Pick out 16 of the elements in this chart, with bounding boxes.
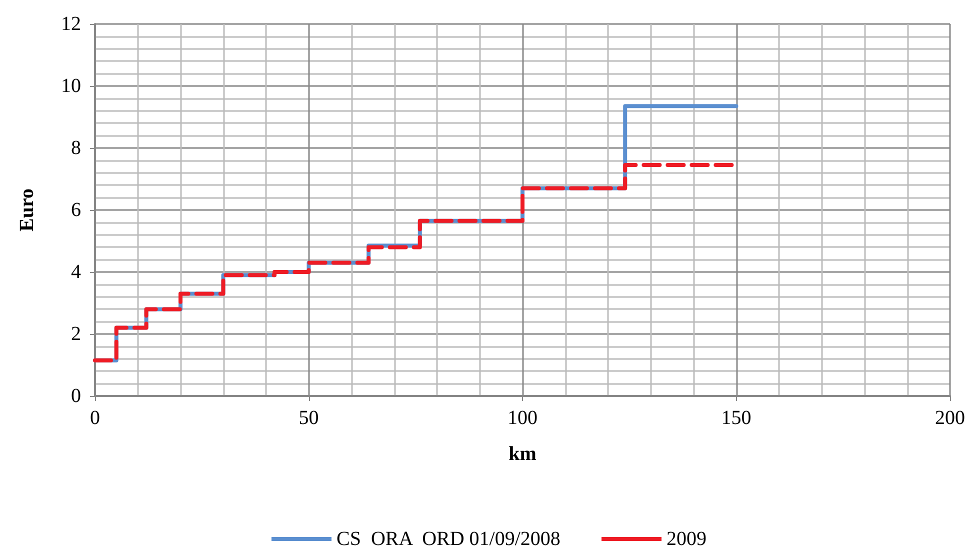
y-tick-label: 2: [71, 323, 81, 345]
x-tick-label: 0: [90, 407, 100, 429]
x-tick-label: 100: [508, 407, 538, 429]
y-axis-title: Euro: [16, 188, 38, 232]
y-tick-label: 4: [71, 261, 81, 283]
y-tick-label: 10: [61, 75, 81, 97]
y-tick-label: 12: [61, 13, 81, 35]
y-tick-label: 0: [71, 385, 81, 407]
y-tick-label: 8: [71, 137, 81, 159]
x-tick-label: 150: [721, 407, 752, 429]
legend-label: CS ORA ORD 01/09/2008: [336, 528, 560, 550]
y-tick-label: 6: [71, 199, 81, 221]
x-tick-label: 200: [935, 407, 965, 429]
x-tick-label: 50: [298, 407, 319, 429]
x-axis-title: km: [508, 443, 537, 465]
legend-label: 2009: [666, 528, 707, 550]
